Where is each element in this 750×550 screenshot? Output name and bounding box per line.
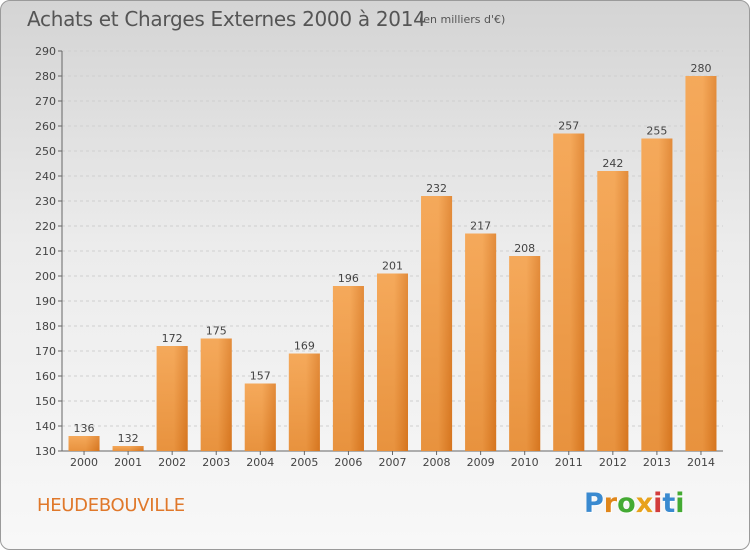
logo-letter: x <box>635 488 654 519</box>
bar-shade <box>685 76 717 451</box>
y-tick-label: 130 <box>35 445 56 458</box>
x-tick-label: 2006 <box>334 456 362 469</box>
bar-shade <box>553 133 585 451</box>
data-label: 172 <box>162 332 183 345</box>
y-tick-label: 140 <box>35 420 56 433</box>
proxiti-logo: Proxiti <box>584 488 685 519</box>
x-tick-label: 2010 <box>511 456 539 469</box>
x-tick-label: 2011 <box>555 456 583 469</box>
x-tick-label: 2014 <box>687 456 715 469</box>
x-tick-label: 2003 <box>202 456 230 469</box>
data-label: 175 <box>206 325 227 338</box>
chart-title: Achats et Charges Externes 2000 à 2014 <box>27 7 426 31</box>
y-tick-label: 230 <box>35 195 56 208</box>
y-tick-label: 170 <box>35 345 56 358</box>
x-tick-label: 2004 <box>246 456 274 469</box>
y-tick-label: 270 <box>35 95 56 108</box>
y-tick-label: 280 <box>35 70 56 83</box>
data-label: 169 <box>294 340 315 353</box>
bar-shade <box>200 338 232 451</box>
data-label: 217 <box>470 220 491 233</box>
x-tick-label: 2007 <box>379 456 407 469</box>
y-tick-label: 210 <box>35 245 56 258</box>
bar-shade <box>68 436 100 451</box>
y-tick-label: 250 <box>35 145 56 158</box>
bar-shade <box>509 256 541 451</box>
data-label: 132 <box>118 432 139 445</box>
bar-shade <box>156 346 188 451</box>
unit-label: (en milliers d'€) <box>419 13 506 26</box>
data-label: 257 <box>558 120 579 133</box>
logo-letter: t <box>662 488 676 519</box>
x-tick-label: 2002 <box>158 456 186 469</box>
data-label: 242 <box>602 157 623 170</box>
bar-shade <box>421 196 453 451</box>
bar-shade <box>377 273 408 451</box>
y-tick-label: 160 <box>35 370 56 383</box>
data-label: 157 <box>250 370 271 383</box>
logo-letter: r <box>603 488 618 519</box>
bar-shade <box>244 383 276 451</box>
data-label: 232 <box>426 182 447 195</box>
x-tick-label: 2009 <box>467 456 495 469</box>
data-label: 201 <box>382 260 403 273</box>
bar-shade <box>597 171 629 451</box>
data-label: 255 <box>646 125 667 138</box>
bar-shade <box>332 286 364 451</box>
y-tick-label: 150 <box>35 395 56 408</box>
y-tick-label: 190 <box>35 295 56 308</box>
bar-shade <box>288 353 320 451</box>
x-tick-label: 2000 <box>70 456 98 469</box>
bar-shade <box>641 138 673 451</box>
data-label: 280 <box>690 62 711 75</box>
x-tick-label: 2005 <box>290 456 318 469</box>
y-tick-label: 290 <box>35 45 56 58</box>
logo-letter: o <box>617 488 636 519</box>
logo-letter: P <box>584 488 604 519</box>
data-label: 196 <box>338 272 359 285</box>
data-label: 208 <box>514 242 535 255</box>
y-tick-label: 260 <box>35 120 56 133</box>
logo-letter: i <box>675 488 685 519</box>
y-tick-label: 240 <box>35 170 56 183</box>
x-tick-label: 2012 <box>599 456 627 469</box>
x-tick-label: 2008 <box>423 456 451 469</box>
bar-shade <box>112 446 144 451</box>
data-label: 136 <box>74 422 95 435</box>
y-tick-label: 200 <box>35 270 56 283</box>
x-tick-label: 2001 <box>114 456 142 469</box>
y-tick-label: 220 <box>35 220 56 233</box>
bar-shade <box>465 233 497 451</box>
y-tick-label: 180 <box>35 320 56 333</box>
place-name: HEUDEBOUVILLE <box>37 495 185 516</box>
logo-letter: i <box>653 488 663 519</box>
x-tick-label: 2013 <box>643 456 671 469</box>
